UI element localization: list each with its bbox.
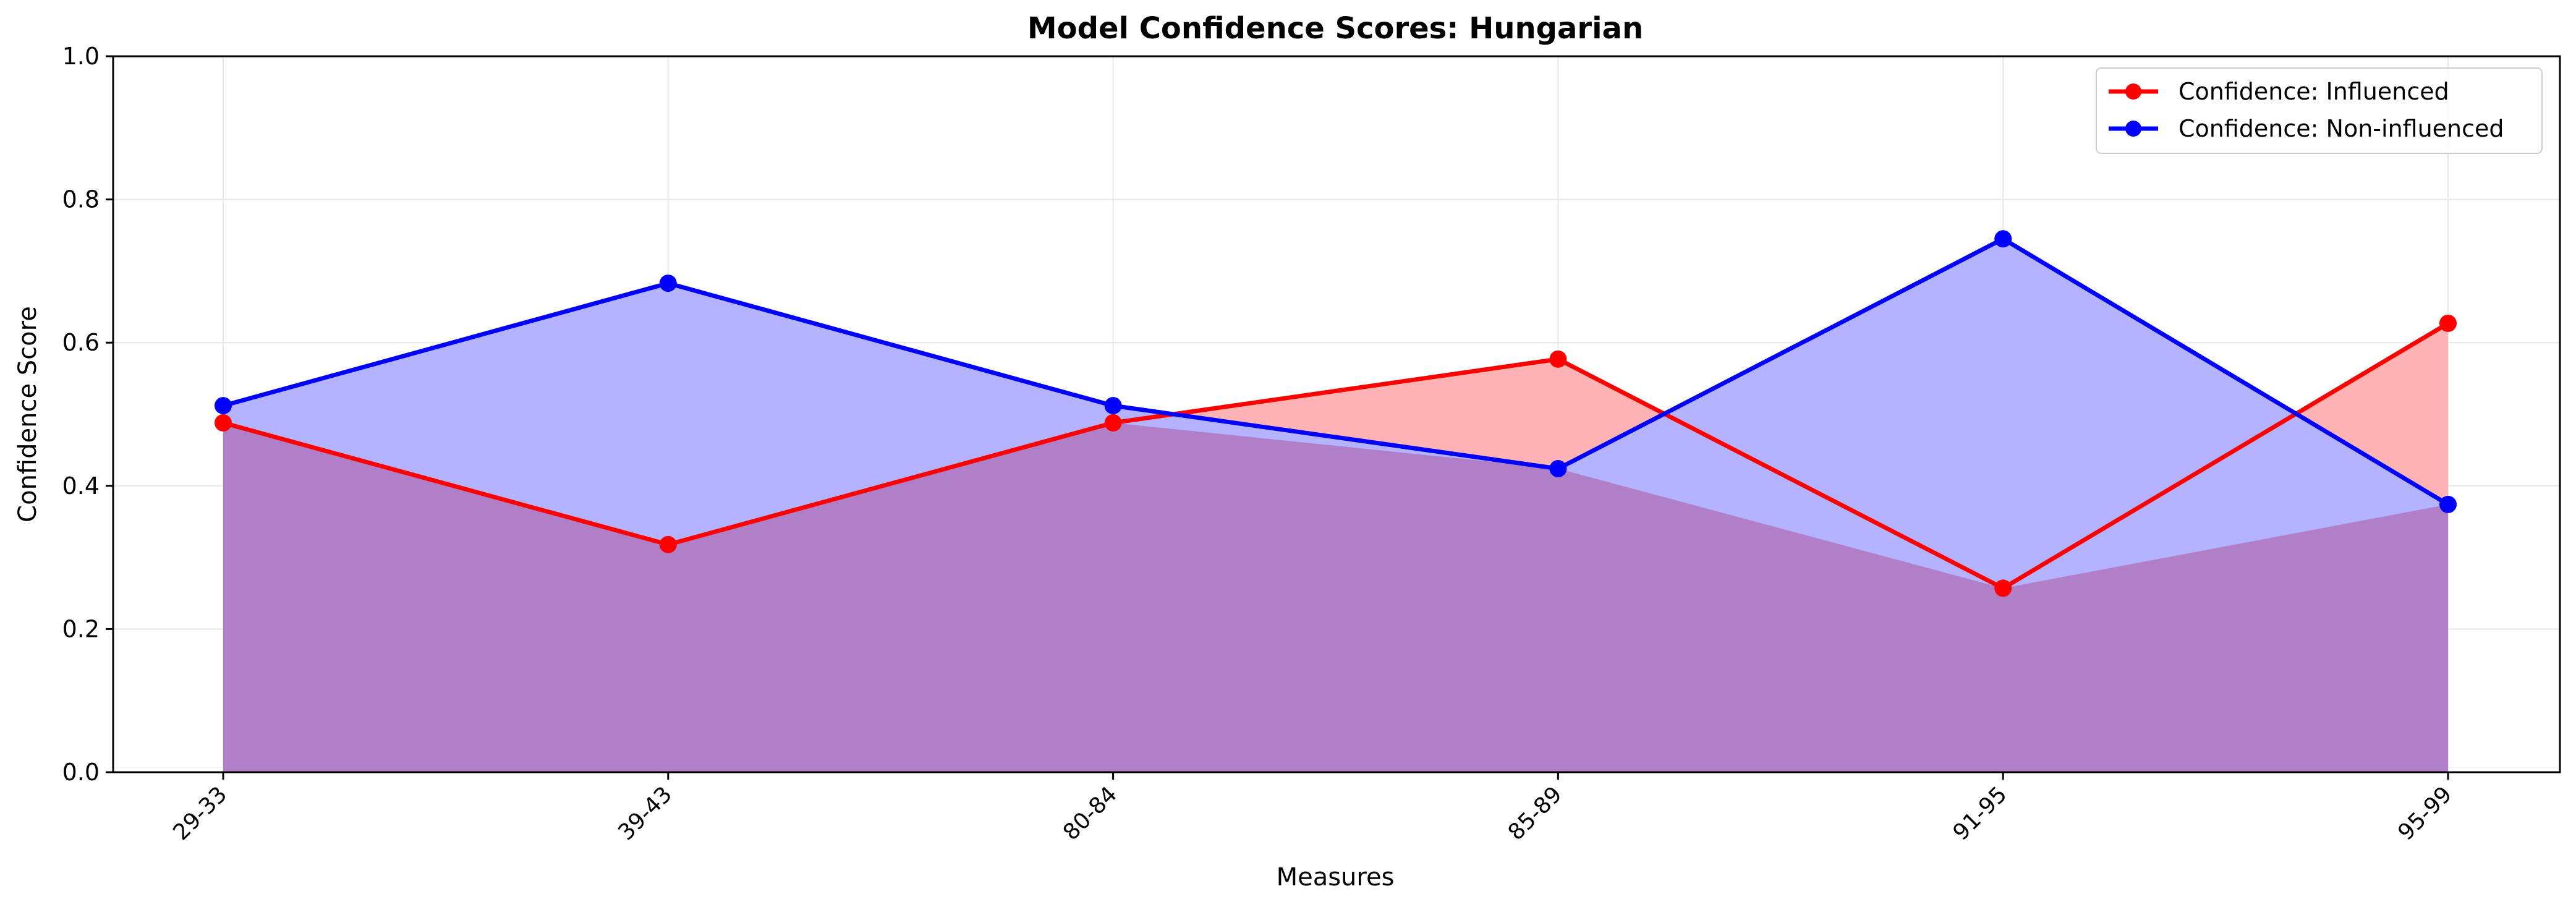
data-point <box>215 397 232 415</box>
legend: Confidence: Influenced Confidence: Non-in… <box>2096 67 2543 154</box>
plot-area: 0.0 0.2 0.4 0.6 0.8 1.0 29-33 39-43 80-84 85-89 91… <box>62 43 2561 845</box>
legend-label: Confidence: Influenced <box>2179 78 2449 105</box>
x-tick-label: 80-84 <box>1058 781 1122 845</box>
x-axis-label: Measures <box>1277 863 1395 892</box>
data-point <box>659 275 677 292</box>
plot-frame <box>112 55 2561 773</box>
area-overlap <box>223 422 2448 772</box>
legend-marker <box>2125 121 2141 137</box>
series-line-influenced <box>223 321 2449 590</box>
legend-label: Confidence: Non-influenced <box>2179 115 2504 142</box>
legend-box <box>2096 67 2543 154</box>
data-point <box>659 535 677 553</box>
y-tick-label: 0.2 <box>62 615 100 642</box>
data-point <box>2439 495 2457 513</box>
data-point <box>1994 230 2012 248</box>
x-tick-label: 29-33 <box>168 781 232 845</box>
y-tick-label: 0.8 <box>62 186 100 213</box>
data-point <box>2439 314 2457 332</box>
x-tick-label: 95-99 <box>2393 781 2457 845</box>
data-point <box>215 414 232 432</box>
x-tick-label: 85-89 <box>1503 781 1567 845</box>
data-point <box>1994 579 2012 597</box>
x-tick-label: 91-95 <box>1949 781 2012 845</box>
x-tick-label: 39-43 <box>613 781 677 845</box>
y-tick-label: 0.6 <box>62 329 100 356</box>
data-point <box>1104 397 1122 415</box>
y-tick-label: 0.4 <box>62 472 100 500</box>
chart-title: Model Confidence Scores: Hungarian <box>1027 11 1643 46</box>
data-point <box>1549 350 1567 368</box>
data-point <box>1549 460 1567 478</box>
y-tick-label: 0.0 <box>62 759 100 786</box>
legend-marker <box>2125 83 2141 100</box>
y-tick-label: 1.0 <box>62 43 100 70</box>
y-axis-label: Confidence Score <box>14 306 42 522</box>
data-point <box>1104 414 1122 432</box>
series-line-non-influenced <box>223 236 2449 506</box>
